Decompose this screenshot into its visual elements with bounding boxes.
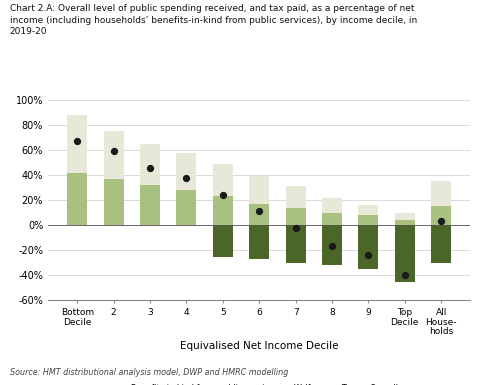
Bar <box>140 185 160 225</box>
X-axis label: Equivalised Net Income Decile: Equivalised Net Income Decile <box>180 340 338 350</box>
Bar <box>359 205 378 215</box>
Point <box>146 165 154 171</box>
Bar <box>176 153 196 190</box>
Point <box>73 138 81 144</box>
Point <box>292 225 300 231</box>
Point <box>364 252 372 258</box>
Bar <box>431 206 451 225</box>
Point <box>401 272 408 278</box>
Point <box>255 208 263 214</box>
Point <box>219 192 227 198</box>
Bar <box>359 225 378 269</box>
Bar <box>322 213 342 225</box>
Bar <box>286 225 306 263</box>
Bar <box>213 196 233 225</box>
Bar <box>104 179 124 225</box>
Bar <box>286 208 306 225</box>
Bar <box>67 115 87 172</box>
Bar <box>249 225 269 259</box>
Point <box>110 148 118 154</box>
Point <box>328 243 336 249</box>
Bar <box>359 215 378 225</box>
Legend: Benefits-in-kind from public services, Welfare, Tax, Overall: Benefits-in-kind from public services, W… <box>116 380 402 385</box>
Bar <box>176 190 196 225</box>
Point <box>437 218 445 224</box>
Bar <box>249 204 269 225</box>
Bar <box>140 144 160 185</box>
Bar <box>431 225 451 263</box>
Bar <box>249 176 269 204</box>
Bar <box>286 186 306 208</box>
Bar <box>104 131 124 179</box>
Bar <box>213 164 233 196</box>
Bar <box>322 225 342 265</box>
Bar <box>322 198 342 213</box>
Point <box>182 175 190 181</box>
Bar <box>67 172 87 225</box>
Bar <box>395 225 415 281</box>
Bar <box>213 225 233 256</box>
Bar <box>431 181 451 206</box>
Bar <box>395 213 415 220</box>
Text: Chart 2.A: Overall level of public spending received, and tax paid, as a percent: Chart 2.A: Overall level of public spend… <box>10 4 417 37</box>
Bar <box>395 220 415 225</box>
Text: Source: HMT distributional analysis model, DWP and HMRC modelling: Source: HMT distributional analysis mode… <box>10 368 288 377</box>
